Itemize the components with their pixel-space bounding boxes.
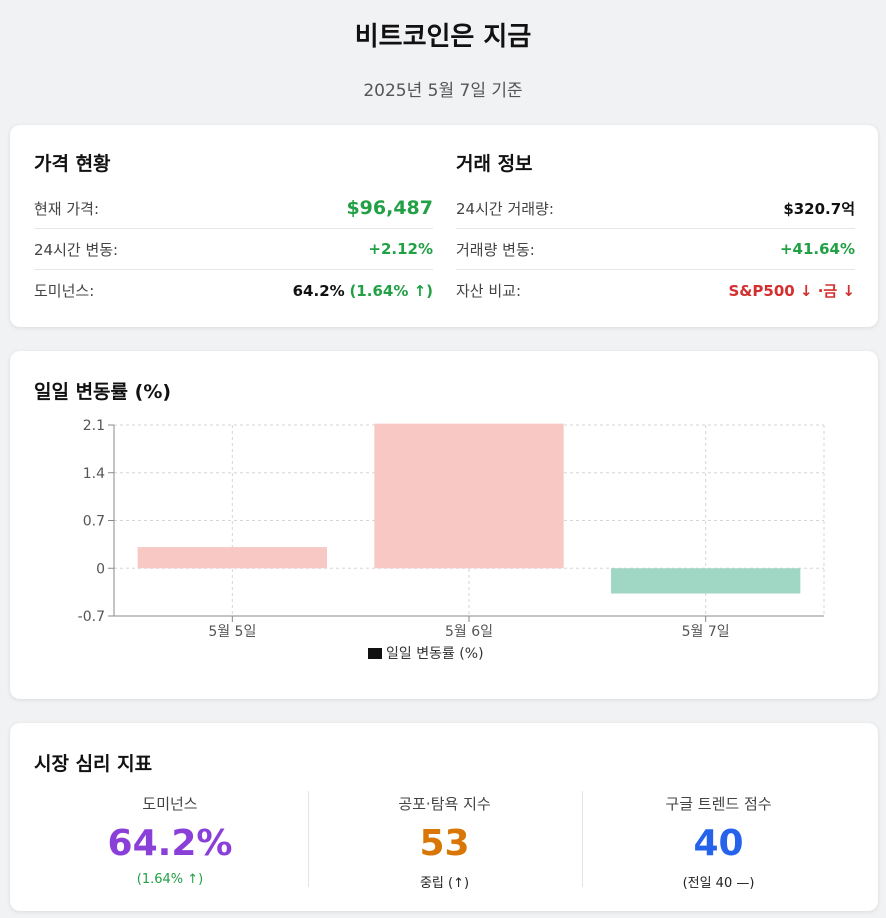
y-tick-label: 0.7 — [83, 514, 105, 530]
volume-change-label: 거래량 변동: — [456, 240, 535, 259]
y-tick-label: 2.1 — [83, 418, 105, 434]
bar-1 — [137, 547, 327, 569]
info-card: 가격 현황 현재 가격: $96,487 24시간 변동: +2.12% 도미넌… — [10, 125, 878, 327]
dominance-indicator-label: 도미넌스 — [142, 795, 198, 813]
price-status-section: 가격 현황 현재 가격: $96,487 24시간 변동: +2.12% 도미넌… — [34, 149, 433, 311]
bar-2 — [374, 423, 564, 569]
fear-greed-indicator: 공포·탐욕 지수 53 중립 (↑) — [308, 791, 580, 891]
sentiment-title: 시장 심리 지표 — [34, 753, 153, 775]
current-price-row: 현재 가격: $96,487 — [34, 188, 433, 229]
sentiment-card: 시장 심리 지표 도미넌스 64.2% (1.64% ↑) 공포·탐욕 지수 5… — [10, 723, 878, 911]
y-tick-label: 1.4 — [83, 466, 105, 482]
dominance-value: 64.2% — [292, 281, 345, 300]
dominance-value-group: 64.2% (1.64% ↑) — [293, 282, 433, 300]
x-tick-label: 5월 5일 — [208, 624, 256, 640]
dominance-change: (1.64% ↑) — [349, 281, 433, 300]
volume-change-row: 거래량 변동: +41.64% — [456, 229, 855, 270]
y-tick-label: -0.7 — [78, 609, 105, 625]
fear-greed-value: 53 — [419, 823, 470, 864]
current-price-value: $96,487 — [346, 197, 433, 219]
dominance-row: 도미넌스: 64.2% (1.64% ↑) — [34, 270, 433, 311]
volume-change-value: +41.64% — [779, 240, 855, 258]
legend-label: 일일 변동률 (%) — [386, 646, 484, 662]
current-price-label: 현재 가격: — [34, 199, 100, 218]
asset-compare-value: S&P500 ↓ ·금 ↓ — [728, 282, 856, 300]
page-title: 비트코인은 지금 — [354, 22, 532, 52]
bar-3 — [611, 568, 801, 594]
page-subtitle: 2025년 5월 7일 기준 — [363, 81, 523, 101]
volume-24h-row: 24시간 거래량: $320.7억 — [456, 188, 855, 229]
trade-info-title: 거래 정보 — [456, 153, 533, 175]
google-trends-value: 40 — [693, 823, 744, 864]
price-status-title: 가격 현황 — [34, 153, 111, 175]
fear-greed-note: 중립 (↑) — [419, 876, 470, 891]
dominance-label: 도미넌스: — [34, 282, 95, 300]
change-24h-value: +2.12% — [368, 240, 433, 258]
dominance-indicator-value: 64.2% — [107, 823, 233, 864]
dominance-indicator: 도미넌스 64.2% (1.64% ↑) — [34, 791, 306, 887]
x-tick-label: 5월 7일 — [682, 624, 730, 640]
change-24h-label: 24시간 변동: — [34, 240, 119, 259]
fear-greed-label: 공포·탐욕 지수 — [398, 795, 491, 813]
dominance-indicator-note: (1.64% ↑) — [136, 872, 204, 887]
trade-info-section: 거래 정보 24시간 거래량: $320.7억 거래량 변동: +41.64% … — [456, 149, 855, 311]
asset-compare-label: 자산 비교: — [456, 282, 522, 300]
google-trends-indicator: 구글 트렌드 점수 40 (전일 40 —) — [582, 791, 854, 891]
chart-title: 일일 변동률 (%) — [34, 381, 172, 403]
chart-card: 일일 변동률 (%) 2.1 1.4 0.7 0 -0.7 5월 5일 5월 6일 5월 7일… — [10, 351, 878, 699]
volume-24h-label: 24시간 거래량: — [456, 199, 554, 218]
google-trends-label: 구글 트렌드 점수 — [665, 795, 772, 813]
y-tick-label: 0 — [96, 561, 105, 577]
x-tick-label: 5월 6일 — [445, 624, 493, 640]
volume-24h-value: $320.7억 — [783, 199, 855, 218]
asset-compare-row: 자산 비교: S&P500 ↓ ·금 ↓ — [456, 270, 855, 311]
change-24h-row: 24시간 변동: +2.12% — [34, 229, 433, 270]
legend-swatch — [368, 648, 382, 659]
google-trends-note: (전일 40 —) — [682, 876, 755, 891]
